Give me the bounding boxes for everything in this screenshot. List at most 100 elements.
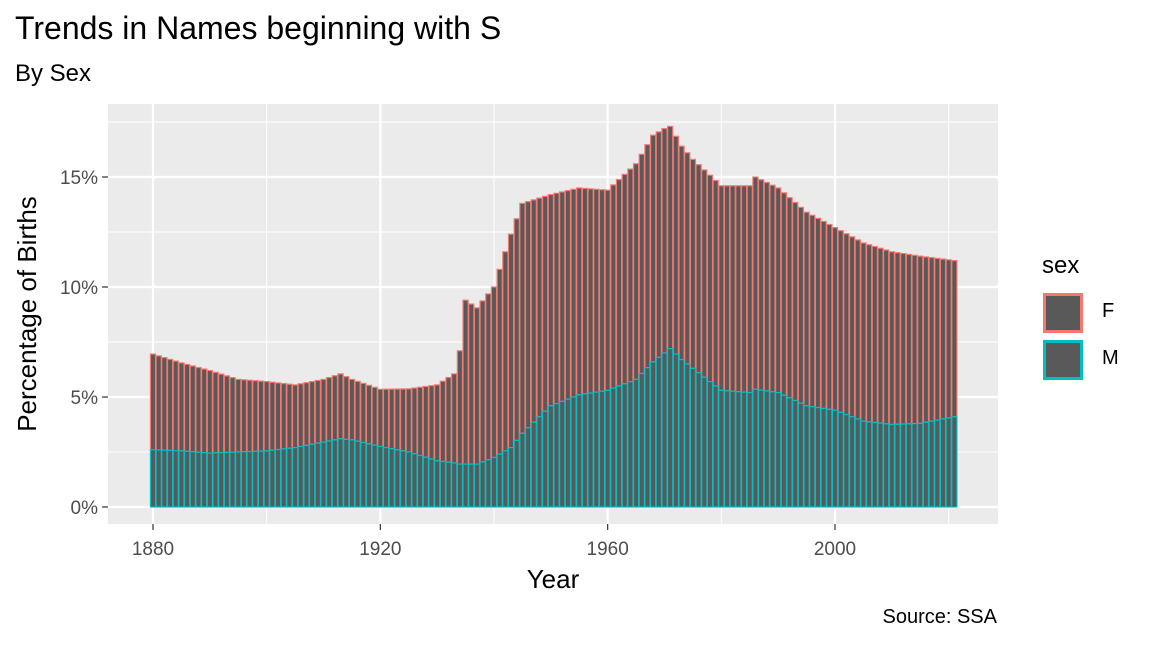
bar-m-1991 xyxy=(780,394,788,508)
bar-m-1892 xyxy=(218,452,225,508)
bar-f-1912 xyxy=(331,375,339,441)
bar-m-1917 xyxy=(360,441,367,508)
bar-f-1896 xyxy=(240,379,248,453)
bar-f-2009 xyxy=(882,249,890,425)
bar-f-1901 xyxy=(269,381,276,451)
bar-m-2018 xyxy=(934,419,941,508)
bar-m-1983 xyxy=(735,391,742,508)
bar-m-1919 xyxy=(371,444,378,508)
bar-m-2007 xyxy=(871,421,878,508)
chart-subtitle: By Sex xyxy=(15,60,92,87)
bar-m-1968 xyxy=(649,361,657,508)
bar-f-1993 xyxy=(792,201,799,402)
legend-item-m: M xyxy=(1042,339,1152,385)
bar-f-2001 xyxy=(837,230,844,413)
bar-m-1881 xyxy=(155,449,162,508)
x-tick-label: 1920 xyxy=(359,539,401,560)
bar-f-1935 xyxy=(462,299,469,465)
bar-f-2012 xyxy=(900,252,907,425)
bar-m-1969 xyxy=(655,356,662,508)
bar-f-1970 xyxy=(661,128,668,354)
bar-f-1977 xyxy=(701,169,708,378)
bar-f-1920 xyxy=(377,388,384,448)
bar-f-1973 xyxy=(678,145,685,361)
x-tick-label: 1880 xyxy=(132,539,174,560)
bar-f-1958 xyxy=(593,188,600,393)
bar-m-1916 xyxy=(354,440,361,508)
bar-m-1971 xyxy=(667,348,674,508)
bar-m-1896 xyxy=(240,451,248,508)
bar-m-1907 xyxy=(303,444,310,508)
bar-m-1925 xyxy=(405,451,412,508)
bar-m-2004 xyxy=(854,418,861,508)
bar-m-1934 xyxy=(456,463,464,508)
bar-f-1961 xyxy=(610,184,617,389)
bar-f-1891 xyxy=(212,371,219,454)
bar-f-1905 xyxy=(291,384,299,449)
legend-title: sex xyxy=(1042,252,1080,279)
bar-f-1892 xyxy=(218,373,225,454)
bar-m-1951 xyxy=(553,403,560,508)
bar-f-1951 xyxy=(553,192,560,405)
bar-f-1966 xyxy=(638,153,645,375)
bar-m-1997 xyxy=(814,406,822,508)
bar-f-1926 xyxy=(411,387,418,455)
bar-m-1886 xyxy=(183,450,191,508)
bar-f-1900 xyxy=(263,381,270,452)
bar-m-1973 xyxy=(678,359,685,508)
bar-m-1998 xyxy=(820,407,827,508)
bar-f-2015 xyxy=(917,255,924,425)
bar-f-1890 xyxy=(206,370,213,454)
bar-f-1908 xyxy=(308,381,316,445)
legend-item-f: F xyxy=(1042,292,1152,338)
bar-f-1923 xyxy=(394,388,401,451)
bar-m-1943 xyxy=(507,447,515,508)
bar-m-1940 xyxy=(490,456,498,508)
bar-f-1904 xyxy=(286,383,293,449)
bar-m-2015 xyxy=(917,422,924,508)
bar-f-1999 xyxy=(826,223,833,410)
bar-m-1932 xyxy=(445,461,452,508)
bar-f-1919 xyxy=(371,386,378,446)
bar-f-2006 xyxy=(865,244,873,423)
bar-m-2013 xyxy=(905,423,913,508)
bar-m-1970 xyxy=(661,352,668,508)
bar-f-1997 xyxy=(814,217,822,409)
bar-m-2000 xyxy=(831,409,839,508)
bar-m-1987 xyxy=(757,389,765,508)
bar-m-1937 xyxy=(473,463,481,508)
bar-f-1957 xyxy=(587,188,594,394)
bar-m-1914 xyxy=(343,438,350,508)
bar-m-1897 xyxy=(246,450,253,508)
bar-f-1962 xyxy=(615,179,623,387)
bar-f-1938 xyxy=(479,300,486,463)
bar-m-1965 xyxy=(632,378,640,508)
bar-m-2019 xyxy=(939,418,947,508)
bar-f-1939 xyxy=(485,293,492,461)
bar-m-2020 xyxy=(945,417,952,508)
bar-f-2010 xyxy=(888,251,895,426)
bar-m-1930 xyxy=(434,460,441,508)
bar-m-1962 xyxy=(615,385,623,508)
bar-m-1935 xyxy=(462,463,469,508)
bar-m-1921 xyxy=(382,447,390,508)
bar-m-1961 xyxy=(610,387,617,508)
bar-m-1899 xyxy=(257,450,265,508)
bar-f-1994 xyxy=(797,206,805,404)
bar-f-1963 xyxy=(621,173,628,385)
bar-m-2016 xyxy=(922,421,930,508)
bar-m-1941 xyxy=(496,453,503,508)
bar-m-1981 xyxy=(723,390,731,508)
bar-f-1952 xyxy=(559,191,566,403)
bar-m-1885 xyxy=(178,450,185,508)
bar-m-1901 xyxy=(269,449,276,508)
bar-f-1964 xyxy=(627,168,634,383)
bar-m-1900 xyxy=(263,450,270,508)
bar-m-1996 xyxy=(809,406,816,508)
bar-m-1994 xyxy=(797,402,805,508)
bar-m-2009 xyxy=(882,423,890,508)
bar-f-1911 xyxy=(326,376,333,442)
bar-f-1945 xyxy=(519,202,526,434)
bar-f-1930 xyxy=(434,384,441,462)
bar-m-1913 xyxy=(337,438,344,508)
